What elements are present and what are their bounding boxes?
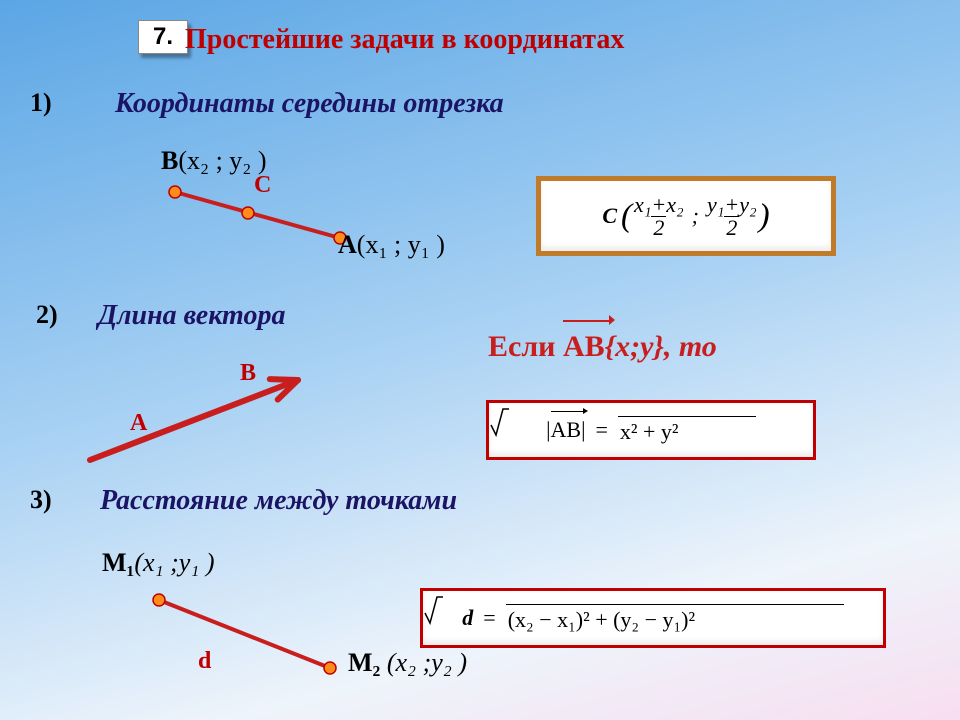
fig2-point-B-label: B xyxy=(240,360,256,387)
fig2-point-A-label: A xyxy=(130,410,147,437)
slide-stage: 7. Простейшие задачи в координатах 1) Ко… xyxy=(0,0,960,720)
formula-midpoint: C(x₁+x₂2;y₁+y₂2) xyxy=(536,176,836,256)
formula-vector-length: |AB|=x² + y² xyxy=(486,400,816,460)
fig3-point-M1-label: M₁(x₁ ;y₁ ) xyxy=(102,548,214,578)
fig3-d-label: d xyxy=(198,648,211,675)
fig3-point-M2-label: M₂ (x₂ ;y₂ ) xyxy=(348,648,467,678)
fig1-point-A-label: A(x₁ ; y₁ ) xyxy=(338,230,445,260)
fig1-point-C-label: C xyxy=(254,172,271,199)
condition-text: Если AB{x;y}, то xyxy=(488,330,717,364)
fig1-point-B-label: B(x₂ ; y₂ ) xyxy=(161,146,267,176)
formula-distance: d=(x₂ − x₁)² + (y₂ − y₁)² xyxy=(420,588,886,648)
